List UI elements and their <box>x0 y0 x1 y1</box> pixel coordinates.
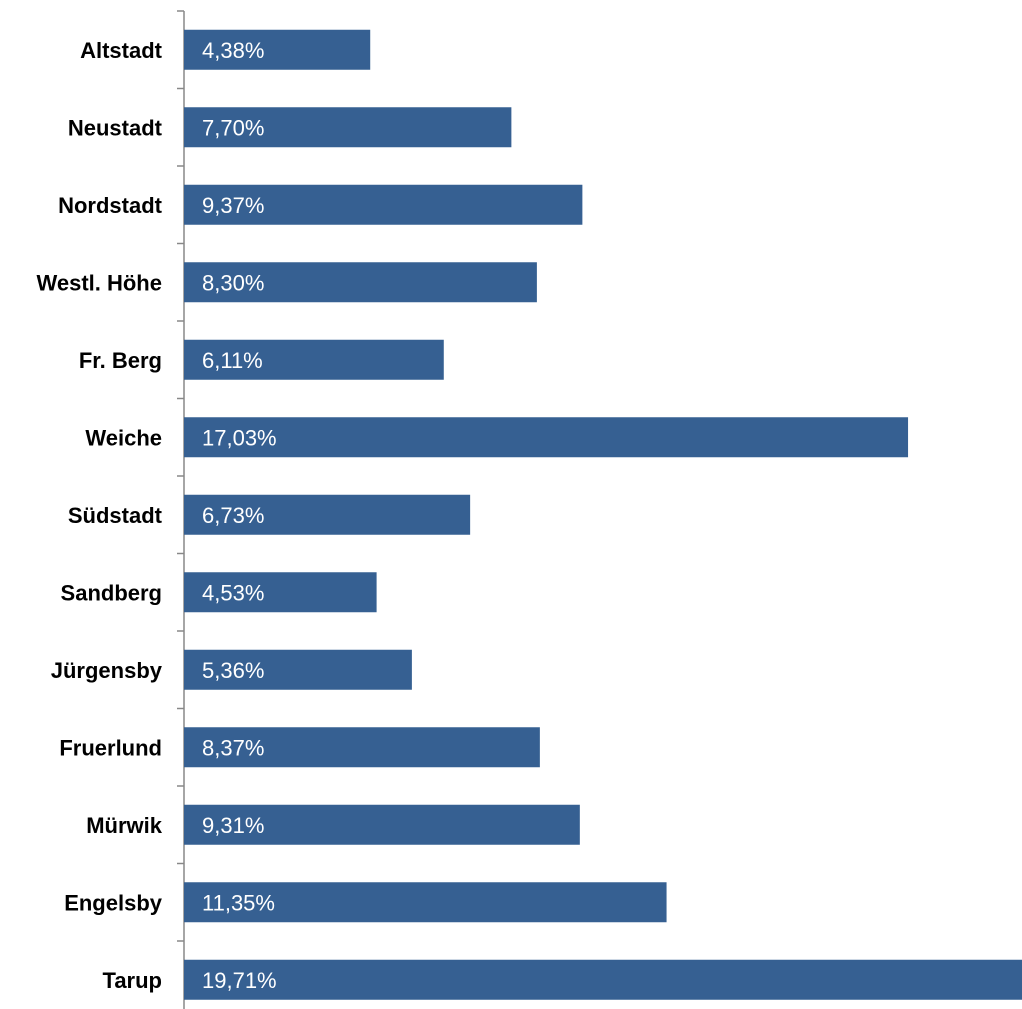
data-label-8: 5,36% <box>202 658 264 683</box>
category-label-7: Sandberg <box>61 580 162 605</box>
bar-3 <box>184 262 537 303</box>
category-axis <box>177 10 185 1009</box>
data-label-6: 6,73% <box>202 503 264 528</box>
bar-9 <box>184 727 540 768</box>
data-label-12: 19,71% <box>202 968 277 993</box>
bar-4 <box>184 339 444 380</box>
bars: 4,38% 7,70% 9,37% 8,30% 6,11% 17,03% 6,73% 4,53… <box>184 29 1022 1000</box>
bar-5 <box>184 417 909 458</box>
category-label-2: Nordstadt <box>58 193 163 218</box>
data-label-1: 7,70% <box>202 115 264 140</box>
bar-8 <box>184 649 412 690</box>
category-label-3: Westl. Höhe <box>36 270 162 295</box>
category-label-4: Fr. Berg <box>79 348 162 373</box>
data-label-11: 11,35% <box>202 890 275 915</box>
category-labels: Altstadt Neustadt Nordstadt Westl. Höhe Fr. … <box>36 38 162 993</box>
bar-6 <box>184 494 471 535</box>
data-label-0: 4,38% <box>202 38 264 63</box>
bar-11 <box>184 882 667 923</box>
category-label-5: Weiche <box>85 425 162 450</box>
bar-7 <box>184 572 377 613</box>
category-label-10: Mürwik <box>86 813 163 838</box>
category-label-9: Fruerlund <box>59 735 162 760</box>
category-label-1: Neustadt <box>68 115 163 140</box>
data-label-4: 6,11% <box>202 348 263 373</box>
data-label-10: 9,31% <box>202 813 264 838</box>
bar-1 <box>184 107 512 148</box>
data-label-9: 8,37% <box>202 735 264 760</box>
bar-10 <box>184 804 580 845</box>
data-label-3: 8,30% <box>202 270 264 295</box>
bar-0 <box>184 29 371 70</box>
bar-2 <box>184 184 583 225</box>
data-label-5: 17,03% <box>202 425 277 450</box>
bar-12 <box>184 959 1022 1000</box>
category-label-12: Tarup <box>103 968 162 993</box>
category-label-11: Engelsby <box>64 890 163 915</box>
data-label-2: 9,37% <box>202 193 264 218</box>
category-label-6: Südstadt <box>68 503 163 528</box>
category-label-0: Altstadt <box>80 38 163 63</box>
data-label-7: 4,53% <box>202 580 264 605</box>
category-label-8: Jürgensby <box>51 658 163 683</box>
